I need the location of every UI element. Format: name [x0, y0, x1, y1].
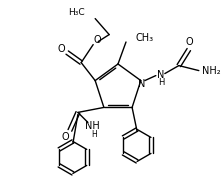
Text: O: O [185, 37, 193, 47]
Text: N: N [157, 70, 165, 80]
Text: NH₂: NH₂ [202, 66, 220, 76]
Text: H: H [158, 78, 164, 87]
Text: N: N [138, 79, 146, 89]
Text: O: O [61, 132, 69, 142]
Text: CH₃: CH₃ [136, 33, 154, 43]
Text: H₃C: H₃C [68, 8, 85, 17]
Text: H: H [91, 130, 97, 139]
Text: O: O [57, 44, 65, 54]
Text: O: O [93, 35, 101, 45]
Text: NH: NH [85, 121, 99, 131]
